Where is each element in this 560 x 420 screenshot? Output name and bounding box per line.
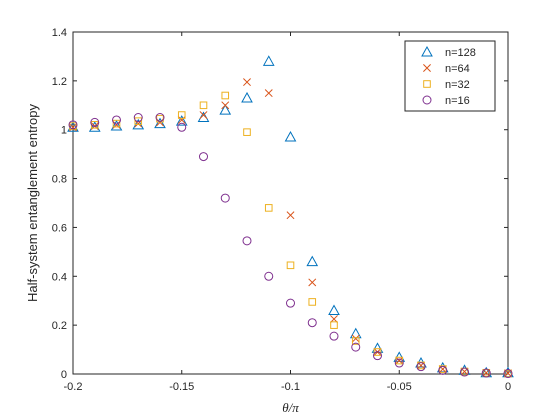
data-point xyxy=(175,115,188,126)
data-point xyxy=(242,236,252,246)
data-point xyxy=(243,78,251,87)
legend-marker xyxy=(423,80,431,88)
y-tick-label: 0.6 xyxy=(52,222,67,234)
data-point xyxy=(351,342,361,352)
data-point xyxy=(199,111,208,120)
data-point xyxy=(503,369,513,379)
data-point xyxy=(307,318,317,328)
data-point xyxy=(90,117,100,127)
data-point xyxy=(438,365,447,373)
data-point xyxy=(67,121,79,132)
data-point xyxy=(328,304,340,315)
legend-label: n=32 xyxy=(445,79,470,91)
y-tick-label: 1.4 xyxy=(52,27,67,39)
legend: n=128 n=64 n=32 n=16 xyxy=(404,40,496,112)
y-tick-label: 1 xyxy=(61,125,67,137)
x-tick-label: -0.05 xyxy=(387,381,412,393)
data-point xyxy=(134,117,143,125)
data-point xyxy=(177,122,187,132)
x-tick-label: -0.2 xyxy=(64,381,83,393)
data-point xyxy=(264,89,273,98)
data-point xyxy=(351,334,360,343)
data-point xyxy=(482,368,491,377)
data-point xyxy=(349,327,362,339)
data-point xyxy=(69,122,77,130)
series-n=32 xyxy=(69,91,512,378)
data-point xyxy=(262,55,275,66)
data-point xyxy=(264,271,274,281)
data-points xyxy=(67,55,514,379)
data-point xyxy=(308,298,317,306)
data-point xyxy=(284,131,297,142)
x-tick-label: -0.1 xyxy=(281,381,300,393)
legend-label: n=128 xyxy=(445,47,476,59)
data-point xyxy=(199,152,208,162)
data-point xyxy=(220,193,230,203)
legend-label: n=16 xyxy=(445,95,470,107)
data-point xyxy=(395,356,404,365)
series-n=16 xyxy=(68,113,513,379)
data-point xyxy=(481,368,491,378)
data-point xyxy=(504,369,512,378)
data-point xyxy=(458,364,471,375)
y-tick-label: 0.8 xyxy=(52,174,67,186)
data-point xyxy=(112,115,121,125)
data-point xyxy=(504,369,512,378)
data-point xyxy=(417,361,425,370)
x-axis-label: θ/π xyxy=(282,400,299,415)
data-point xyxy=(133,113,143,122)
data-point xyxy=(264,204,273,212)
data-point xyxy=(438,365,448,375)
legend-label: n=64 xyxy=(445,63,470,75)
y-tick-label: 1.2 xyxy=(52,76,67,88)
data-point xyxy=(221,101,230,110)
y-tick-label: 0.4 xyxy=(52,271,67,283)
series-n=64 xyxy=(69,78,512,378)
x-tick-label: 0 xyxy=(505,381,511,393)
data-point xyxy=(351,337,360,345)
legend-marker xyxy=(422,95,432,105)
y-axis-label: Half-system entanglement entropy xyxy=(25,104,40,302)
data-point xyxy=(416,362,426,372)
data-point xyxy=(330,321,338,329)
data-point xyxy=(373,348,382,356)
legend-marker xyxy=(421,45,433,57)
legend-box xyxy=(404,40,496,112)
data-point xyxy=(286,211,295,220)
data-point xyxy=(460,367,469,377)
y-tick-label: 0 xyxy=(61,369,67,381)
data-point xyxy=(68,120,78,130)
data-point xyxy=(243,128,251,136)
data-point xyxy=(197,111,210,122)
data-point xyxy=(219,104,232,115)
y-tick-label: 0.2 xyxy=(52,320,67,332)
data-point xyxy=(286,298,295,308)
legend-marker xyxy=(423,64,431,72)
data-point xyxy=(394,358,404,368)
x-tick-label: -0.15 xyxy=(169,381,194,393)
data-point xyxy=(110,120,123,131)
data-point xyxy=(329,331,339,341)
data-point xyxy=(308,278,317,287)
data-point xyxy=(241,91,253,103)
data-point xyxy=(155,113,165,122)
data-point xyxy=(154,117,166,129)
data-point xyxy=(286,261,295,270)
data-point xyxy=(88,121,101,132)
data-point xyxy=(373,351,382,361)
data-point xyxy=(306,255,319,267)
data-point xyxy=(177,111,186,119)
data-point xyxy=(156,114,164,123)
data-point xyxy=(199,101,208,110)
data-point xyxy=(112,119,121,128)
ticks: -0.2 -0.15 -0.1 -0.05 0 0 0.2 0.4 0.6 0.8 1 1.2 1.4 xyxy=(52,27,511,393)
data-point xyxy=(177,115,186,124)
data-point xyxy=(221,91,230,100)
